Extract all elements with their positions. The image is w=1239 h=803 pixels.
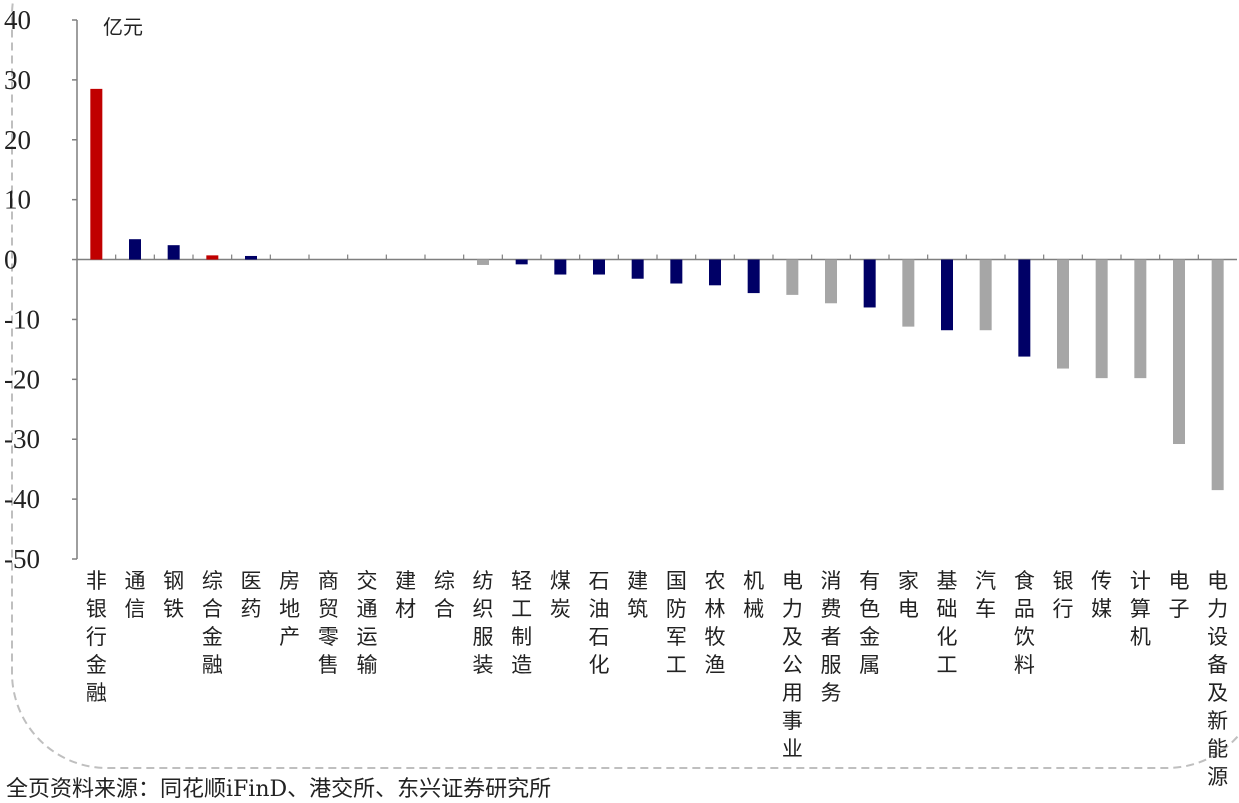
category-labels: 非银行金融通信钢铁综合金融医药房地产商贸零售交通运输建材综合纺织服装轻工制造煤炭…: [86, 569, 1228, 789]
category-label: 传媒: [1091, 569, 1112, 621]
bar: [1173, 260, 1185, 444]
bar: [554, 260, 566, 275]
bar: [90, 89, 102, 260]
category-label: 煤炭: [550, 569, 571, 621]
bar: [129, 239, 141, 259]
bar: [825, 260, 837, 304]
bar: [206, 255, 218, 259]
category-label: 商贸零售: [318, 569, 339, 677]
bar: [593, 260, 605, 275]
y-tick-label: 10: [4, 185, 31, 215]
unit-label: 亿元: [103, 15, 143, 39]
source-note: 全页资料来源：同花顺iFinD、港交所、东兴证券研究所: [6, 777, 551, 803]
bar: [980, 260, 992, 331]
y-tick-label: -30: [4, 424, 40, 454]
y-tick-label: -10: [4, 304, 40, 334]
y-tick-label: 40: [4, 5, 31, 35]
y-tick-label: 20: [4, 125, 31, 155]
category-label: 通信: [125, 569, 146, 621]
category-label: 综合: [434, 569, 455, 621]
bar: [168, 245, 180, 259]
bar: [516, 260, 528, 265]
category-label: 石油石化: [589, 569, 610, 677]
bar: [477, 260, 489, 265]
bar: [941, 260, 953, 331]
bar: [709, 260, 721, 286]
category-label: 食品饮料: [1014, 569, 1035, 677]
y-tick-label: -50: [4, 544, 40, 574]
y-tick-label: 30: [4, 65, 31, 95]
category-label: 建材: [395, 569, 416, 621]
category-label: 银行: [1053, 569, 1074, 621]
category-label: 纺织服装: [473, 569, 494, 677]
bar: [786, 260, 798, 295]
category-label: 计算机: [1130, 569, 1151, 649]
bar: [1057, 260, 1069, 369]
category-label: 消费者服务: [821, 569, 842, 705]
y-tick-label: -40: [4, 484, 40, 514]
category-label: 电子: [1169, 569, 1190, 621]
bar: [1212, 260, 1224, 491]
bar: [748, 260, 760, 294]
category-label: 交通运输: [357, 569, 378, 677]
bar: [670, 260, 682, 284]
category-label: 钢铁: [163, 569, 184, 621]
category-label: 汽车: [975, 569, 996, 621]
category-label: 医药: [241, 569, 262, 621]
dashed-frame: [12, 0, 1239, 768]
category-label: 非银行金融: [86, 569, 107, 705]
bar: [1134, 260, 1146, 379]
category-label: 基础化工: [937, 569, 958, 677]
bar: [1018, 260, 1030, 357]
bar: [1096, 260, 1108, 379]
category-label: 电力及公用事业: [782, 569, 803, 761]
category-label: 机械: [743, 569, 764, 621]
bar: [245, 256, 257, 260]
category-label: 国防军工: [666, 569, 687, 677]
category-label: 农林牧渔: [705, 569, 726, 677]
bar: [902, 260, 914, 327]
category-label: 房地产: [279, 569, 300, 649]
category-label: 有色金属: [859, 569, 880, 677]
category-label: 家电: [898, 569, 919, 621]
category-label: 建筑: [627, 569, 648, 621]
category-label: 综合金融: [202, 569, 223, 677]
y-tick-label: 0: [4, 245, 18, 275]
y-tick-labels: 40 30 20 10 0 -10 -20 -30 -40 -50: [4, 5, 40, 574]
bars: [90, 89, 1223, 490]
bar: [632, 260, 644, 279]
category-label: 电力设备及新能源: [1207, 569, 1228, 789]
y-tick-label: -20: [4, 364, 40, 394]
category-label: 轻工制造: [511, 569, 532, 677]
bar: [864, 260, 876, 308]
